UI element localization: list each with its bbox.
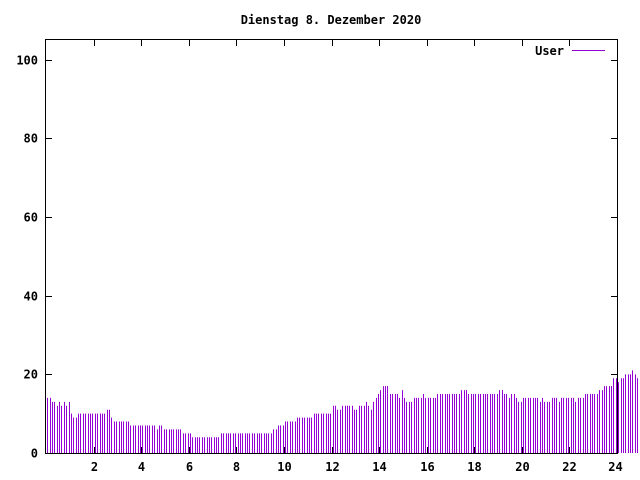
x-tick-label: 22 <box>562 460 576 474</box>
y-tick-label: 60 <box>24 211 38 225</box>
plot-frame <box>45 39 618 454</box>
y-tick-label: 0 <box>31 447 38 461</box>
x-tick-label: 12 <box>325 460 339 474</box>
x-tick-label: 6 <box>186 460 193 474</box>
x-tick-label: 8 <box>233 460 240 474</box>
data-bars <box>47 370 638 453</box>
legend: User <box>535 44 605 58</box>
x-tick-label: 4 <box>138 460 145 474</box>
chart-title: Dienstag 8. Dezember 2020 <box>241 13 422 27</box>
x-tick-label: 2 <box>91 460 98 474</box>
x-tick-label: 10 <box>277 460 291 474</box>
x-tick-label: 18 <box>467 460 481 474</box>
x-tick-label: 16 <box>420 460 434 474</box>
y-tick-label: 80 <box>24 132 38 146</box>
legend-label: User <box>535 44 564 58</box>
x-tick-label: 14 <box>372 460 386 474</box>
x-tick-label: 20 <box>515 460 529 474</box>
y-tick-label: 40 <box>24 290 38 304</box>
y-tick-label: 20 <box>24 368 38 382</box>
y-tick-label: 100 <box>16 54 38 68</box>
x-tick-label: 24 <box>608 460 622 474</box>
